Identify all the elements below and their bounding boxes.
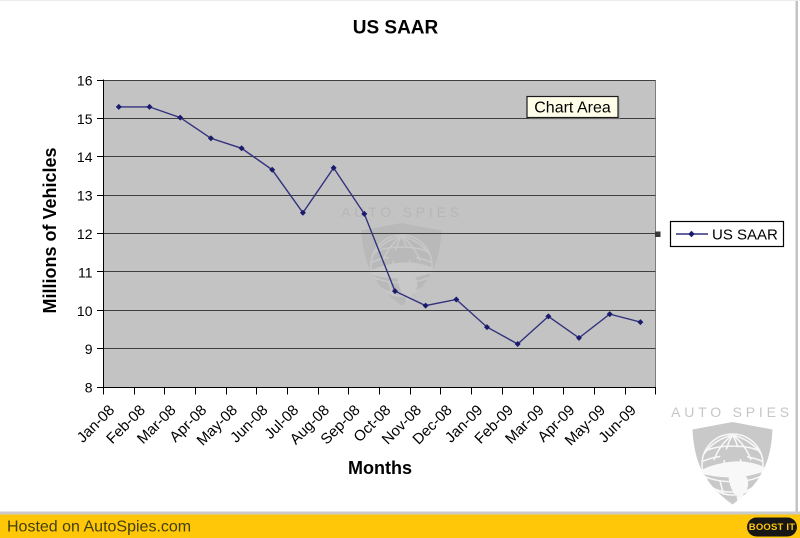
svg-text:16: 16: [77, 73, 93, 89]
svg-text:11: 11: [78, 264, 93, 280]
svg-text:AUTO SPIES: AUTO SPIES: [671, 404, 793, 420]
svg-text:14: 14: [77, 149, 93, 165]
svg-text:10: 10: [77, 303, 93, 319]
svg-text:12: 12: [77, 226, 93, 242]
svg-text:US SAAR: US SAAR: [712, 227, 778, 244]
svg-text:US SAAR: US SAAR: [353, 18, 439, 39]
svg-text:Millions of Vehicles: Millions of Vehicles: [40, 147, 60, 313]
svg-text:9: 9: [85, 341, 93, 357]
svg-text:Months: Months: [348, 458, 412, 478]
svg-text:15: 15: [77, 111, 93, 127]
svg-text:Chart Area: Chart Area: [534, 100, 611, 117]
svg-text:BOOST IT: BOOST IT: [749, 522, 795, 533]
svg-text:13: 13: [77, 188, 93, 204]
svg-text:8: 8: [85, 380, 93, 396]
svg-text:AUTO SPIES: AUTO SPIES: [341, 204, 463, 220]
svg-text:Hosted on AutoSpies.com: Hosted on AutoSpies.com: [7, 519, 191, 536]
